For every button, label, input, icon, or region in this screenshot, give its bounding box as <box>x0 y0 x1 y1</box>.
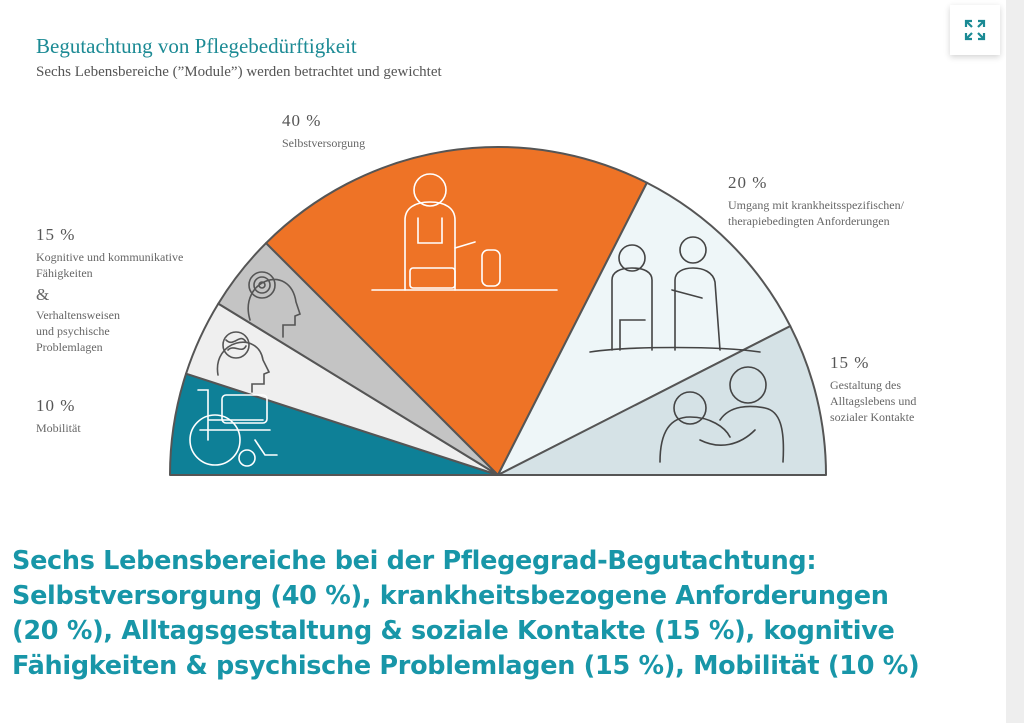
label-text: Selbstversorgung <box>282 136 366 150</box>
label-text: Verhaltensweisen <box>36 308 120 322</box>
people-hugging-icon <box>659 366 785 463</box>
slice-5 <box>497 181 792 476</box>
label-percent: 15 % <box>830 353 870 372</box>
caption-line: (20 %), Alltagsgestaltung & soziale Kont… <box>12 616 895 646</box>
label-percent: 40 % <box>282 111 322 130</box>
expand-button[interactable] <box>950 5 1000 55</box>
label-text: Alltagslebens und <box>830 394 917 408</box>
person-cooking-icon <box>371 173 558 291</box>
label-mobilitaet: 10 % Mobilität <box>36 396 81 436</box>
caption: Sechs Lebensbereiche bei der Pflegegrad-… <box>12 544 920 684</box>
caption-line: Sechs Lebensbereiche bei der Pflegegrad-… <box>12 546 817 576</box>
label-text: Fähigkeiten <box>36 266 93 280</box>
label-text: Umgang mit krankheitsspezifischen/ <box>728 198 904 212</box>
expand-arrows-icon <box>964 19 986 41</box>
label-umgang: 20 % Umgang mit krankheitsspezifischen/ … <box>728 173 904 229</box>
label-text: Gestaltung des <box>830 378 901 392</box>
label-ampersand: & <box>36 285 50 304</box>
label-percent: 20 % <box>728 173 768 192</box>
label-text: Mobilität <box>36 421 81 435</box>
slice-4 <box>265 146 648 476</box>
label-text: und psychische <box>36 324 110 338</box>
label-text: sozialer Kontakte <box>830 410 915 424</box>
caption-line: Selbstversorgung (40 %), krankheitsbezog… <box>12 581 889 611</box>
scrollbar[interactable] <box>1006 0 1024 723</box>
head-scribble-icon <box>216 331 271 393</box>
wheelchair-icon <box>189 389 278 467</box>
label-text: therapiebedingten Anforderungen <box>728 214 890 228</box>
chart-title: Begutachtung von Pflegebedürftigkeit <box>36 34 357 58</box>
label-percent: 10 % <box>36 396 76 415</box>
label-alltag: 15 % Gestaltung des Alltagslebens und so… <box>830 353 917 425</box>
caption-line: Fähigkeiten & psychische Problemlagen (1… <box>12 651 920 681</box>
label-selbstversorgung: 40 % Selbstversorgung <box>282 111 366 151</box>
label-text: Kognitive und kommunikative <box>36 250 184 264</box>
label-text: Problemlagen <box>36 340 103 354</box>
chart-subtitle: Sechs Lebensbereiche (”Module”) werden b… <box>36 64 442 80</box>
head-spiral-icon <box>247 271 301 338</box>
label-percent: 15 % <box>36 225 76 244</box>
patient-nurse-icon <box>589 236 761 353</box>
label-kognitiv: 15 % Kognitive und kommunikative Fähigke… <box>36 225 184 355</box>
